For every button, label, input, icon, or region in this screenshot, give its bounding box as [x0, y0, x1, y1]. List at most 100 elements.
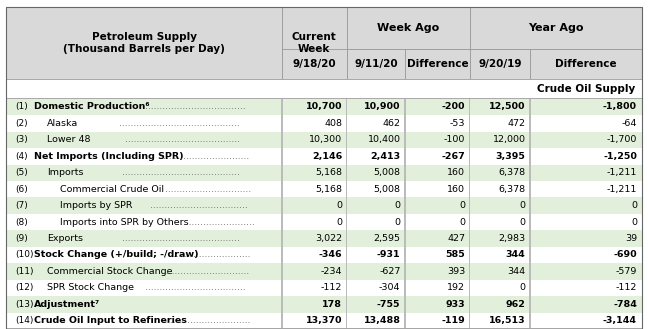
Text: (4): (4): [15, 152, 27, 161]
Text: Commercial Stock Change: Commercial Stock Change: [47, 267, 172, 276]
Text: (2): (2): [15, 119, 27, 128]
Text: 427: 427: [447, 234, 465, 243]
Text: 0: 0: [336, 217, 342, 227]
Bar: [529, 132, 531, 148]
Bar: [469, 132, 470, 148]
Text: 408: 408: [324, 119, 342, 128]
Text: -304: -304: [379, 283, 400, 292]
Bar: [346, 197, 347, 214]
Text: ..................................: ..................................: [150, 201, 248, 210]
Text: 344: 344: [506, 250, 526, 260]
Text: 0: 0: [459, 201, 465, 210]
Bar: [282, 49, 347, 79]
Text: 160: 160: [447, 185, 465, 194]
Text: 472: 472: [507, 119, 526, 128]
Text: -64: -64: [621, 119, 637, 128]
Bar: [404, 197, 406, 214]
Bar: [281, 132, 283, 148]
Text: -1,800: -1,800: [603, 102, 637, 112]
Bar: [346, 132, 347, 148]
Text: 5,168: 5,168: [315, 168, 342, 177]
Text: ..............................: ..............................: [163, 152, 249, 161]
Text: -53: -53: [450, 119, 465, 128]
Text: Net Imports (Including SPR): Net Imports (Including SPR): [34, 152, 183, 161]
Text: Imports into SPR by Others: Imports into SPR by Others: [60, 217, 188, 227]
Bar: [404, 148, 406, 164]
Text: Year Ago: Year Ago: [528, 23, 583, 33]
Text: -784: -784: [613, 300, 637, 309]
Bar: [469, 148, 470, 164]
Bar: [404, 214, 406, 230]
Bar: [529, 115, 531, 132]
Text: 192: 192: [447, 283, 465, 292]
Text: 9/20/19: 9/20/19: [478, 59, 522, 69]
Text: Week Ago: Week Ago: [377, 23, 439, 33]
Text: Lower 48: Lower 48: [47, 135, 90, 144]
Text: 160: 160: [447, 168, 465, 177]
Bar: [469, 247, 470, 263]
Bar: [404, 247, 406, 263]
Bar: [529, 280, 531, 296]
Text: -579: -579: [616, 267, 637, 276]
Text: 5,168: 5,168: [315, 185, 342, 194]
Text: 0: 0: [395, 217, 400, 227]
Bar: [529, 230, 531, 247]
Bar: [6, 99, 642, 115]
Bar: [469, 296, 470, 313]
Bar: [469, 313, 470, 329]
Text: 462: 462: [382, 119, 400, 128]
Bar: [346, 230, 347, 247]
Bar: [346, 280, 347, 296]
Bar: [529, 296, 531, 313]
Text: Domestic Production⁶: Domestic Production⁶: [34, 102, 149, 112]
Text: 9/18/20: 9/18/20: [292, 59, 336, 69]
Bar: [405, 49, 470, 79]
Bar: [404, 296, 406, 313]
Bar: [346, 99, 347, 115]
Text: -627: -627: [379, 267, 400, 276]
Text: Current
Week: Current Week: [292, 32, 337, 54]
Text: Adjustment⁷: Adjustment⁷: [34, 300, 100, 309]
Text: 0: 0: [520, 201, 526, 210]
Bar: [529, 263, 531, 280]
Bar: [404, 115, 406, 132]
Bar: [529, 164, 531, 181]
Bar: [470, 49, 530, 79]
Bar: [6, 296, 642, 313]
Bar: [529, 99, 531, 115]
Text: Crude Oil Supply: Crude Oil Supply: [537, 84, 635, 94]
Text: -1,211: -1,211: [607, 185, 637, 194]
Bar: [281, 296, 283, 313]
Text: -200: -200: [442, 102, 465, 112]
Bar: [6, 115, 642, 132]
Text: ..............................: ..............................: [165, 185, 251, 194]
Text: 5,008: 5,008: [373, 185, 400, 194]
Text: -112: -112: [616, 283, 637, 292]
Text: -119: -119: [441, 316, 465, 325]
Bar: [346, 181, 347, 197]
Text: ...................................: ...................................: [145, 102, 246, 112]
Text: .............................: .............................: [167, 316, 251, 325]
Bar: [6, 280, 642, 296]
Text: -3,144: -3,144: [603, 316, 637, 325]
Bar: [281, 99, 283, 115]
Text: -234: -234: [321, 267, 342, 276]
Text: (5): (5): [15, 168, 28, 177]
Text: 12,000: 12,000: [492, 135, 526, 144]
Bar: [346, 164, 347, 181]
Text: -690: -690: [614, 250, 637, 260]
Text: 13,370: 13,370: [306, 316, 342, 325]
Text: ........................................: ........................................: [125, 135, 240, 144]
Text: 0: 0: [459, 217, 465, 227]
Text: -112: -112: [321, 283, 342, 292]
Bar: [281, 164, 283, 181]
Bar: [469, 115, 470, 132]
Text: 39: 39: [625, 234, 637, 243]
Bar: [469, 164, 470, 181]
Text: 16,513: 16,513: [489, 316, 526, 325]
Text: 10,400: 10,400: [367, 135, 400, 144]
Text: (9): (9): [15, 234, 28, 243]
Text: (7): (7): [15, 201, 28, 210]
Bar: [6, 230, 642, 247]
Text: SPR Stock Change: SPR Stock Change: [47, 283, 133, 292]
